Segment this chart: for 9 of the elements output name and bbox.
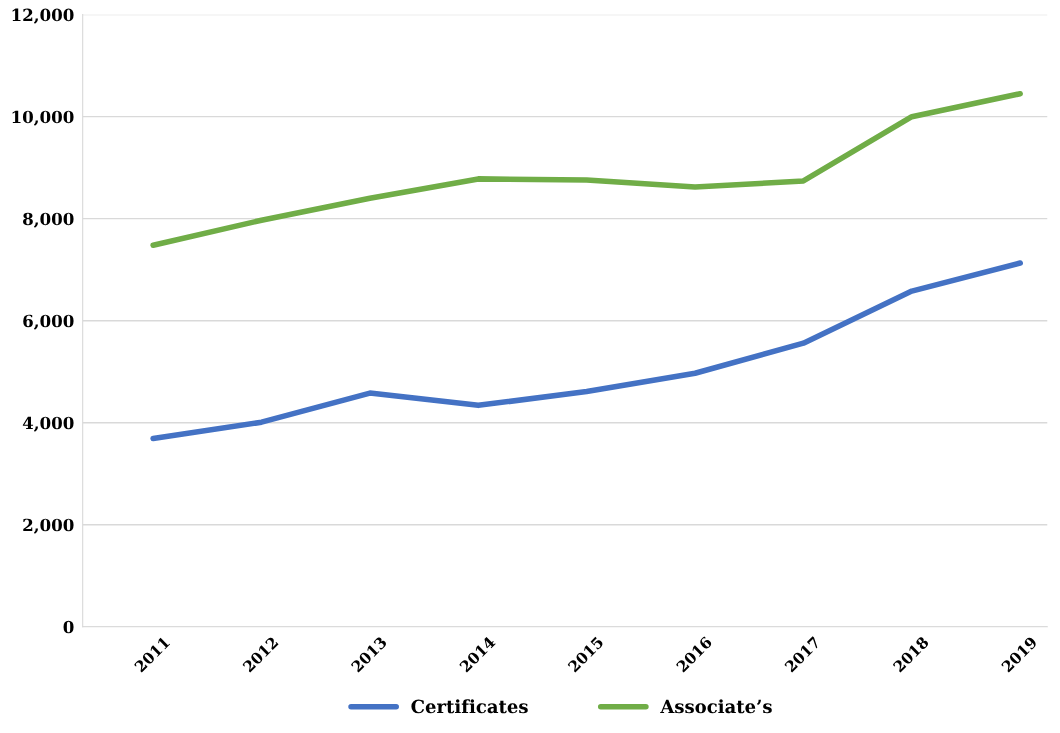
y-tick-label: 0 — [63, 620, 74, 634]
legend-label: Associate’s — [660, 699, 772, 714]
y-tick-label: 4,000 — [22, 416, 74, 432]
y-tick-label: 2,000 — [23, 518, 74, 534]
legend-label: Certificates — [411, 699, 528, 714]
y-tick-label: 12,000 — [12, 8, 74, 24]
y-tick-label: 10,000 — [12, 110, 74, 126]
y-tick-label: 6,000 — [23, 314, 74, 330]
y-tick-label: 8,000 — [23, 212, 74, 228]
